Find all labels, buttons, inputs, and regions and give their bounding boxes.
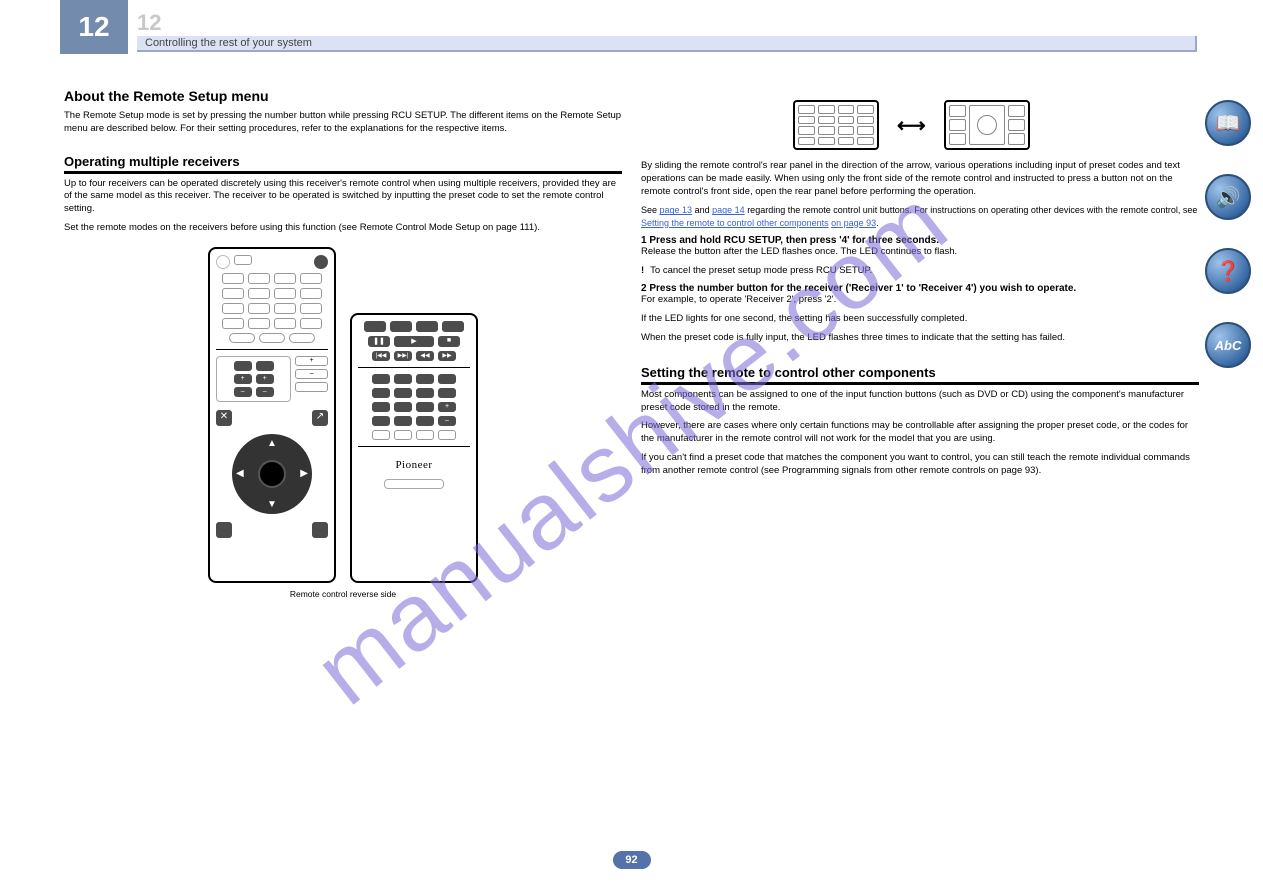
- left-intro-paragraph: The Remote Setup mode is set by pressing…: [64, 110, 622, 136]
- chapter-tab: 12: [60, 0, 128, 54]
- step-1: 1 Press and hold RCU SETUP, then press '…: [641, 235, 1199, 246]
- step-1-body: Release the button after the LED flashes…: [641, 246, 1199, 259]
- remote-diagram-row: ++ –– + – ✕ ↗ ▲ ▼ ◀ ▶: [64, 247, 622, 583]
- link-rear-page[interactable]: page 14: [712, 205, 745, 215]
- chapter-title: Controlling the rest of your system: [137, 37, 312, 49]
- speaker-icon[interactable]: 🔊: [1205, 174, 1251, 220]
- double-arrow-icon: ⟷: [897, 113, 926, 138]
- remote-back-diagram: ❚❚▶■ |◀◀▶▶|◀◀▶▶ + – Pioneer: [350, 313, 478, 583]
- link-setup-pg[interactable]: on page 93: [831, 218, 876, 228]
- ctrl-other-p1: Most components can be assigned to one o…: [641, 389, 1199, 415]
- dpad-icon: ▲ ▼ ◀ ▶: [232, 434, 312, 514]
- ctrl-other-p3: If you can't find a preset code that mat…: [641, 452, 1199, 478]
- step-2-body2: If the LED lights for one second, the se…: [641, 313, 1199, 326]
- multi-receiver-p2: Set the remote modes on the receivers be…: [64, 222, 622, 235]
- page-number-badge: 92: [613, 851, 651, 869]
- abc-icon[interactable]: AbC: [1205, 322, 1251, 368]
- see-text-1: See: [641, 205, 657, 215]
- heading-remote-setup-menu: About the Remote Setup menu: [64, 88, 622, 104]
- multi-receiver-p1: Up to four receivers can be operated dis…: [64, 178, 622, 216]
- step-2-body3: When the preset code is fully input, the…: [641, 332, 1199, 345]
- chapter-page-code: 12: [137, 10, 161, 36]
- heading-multiple-receivers: Operating multiple receivers: [64, 154, 622, 174]
- see-text-2: and: [695, 205, 713, 215]
- step-2: 2 Press the number button for the receiv…: [641, 283, 1199, 294]
- help-icon[interactable]: ❓: [1205, 248, 1251, 294]
- side-nav-icons: 📖 🔊 ❓ AbC: [1205, 100, 1251, 368]
- left-column: About the Remote Setup menu The Remote S…: [64, 88, 622, 599]
- right-intro: By sliding the remote control's rear pan…: [641, 160, 1199, 198]
- ctrl-other-p2: However, there are cases where only cert…: [641, 420, 1199, 446]
- pioneer-logo: Pioneer: [358, 459, 470, 471]
- book-icon[interactable]: 📖: [1205, 100, 1251, 146]
- remote-back-caption: Remote control reverse side: [64, 589, 622, 599]
- step-2-body: For example, to operate 'Receiver 2', pr…: [641, 294, 1199, 307]
- heading-control-other: Setting the remote to control other comp…: [641, 365, 1199, 385]
- see-text-3: regarding the remote control unit button…: [747, 205, 1197, 215]
- link-setup[interactable]: Setting the remote to control other comp…: [641, 218, 829, 228]
- step-1-note: To cancel the preset setup mode press RC…: [650, 265, 872, 278]
- chapter-title-bar: Controlling the rest of your system: [137, 36, 1197, 52]
- remote-front-diagram: ++ –– + – ✕ ↗ ▲ ▼ ◀ ▶: [208, 247, 336, 583]
- right-column: By sliding the remote control's rear pan…: [641, 160, 1199, 484]
- link-front-page[interactable]: page 13: [660, 205, 693, 215]
- mini-remote-diagram: ⟷: [793, 100, 1030, 150]
